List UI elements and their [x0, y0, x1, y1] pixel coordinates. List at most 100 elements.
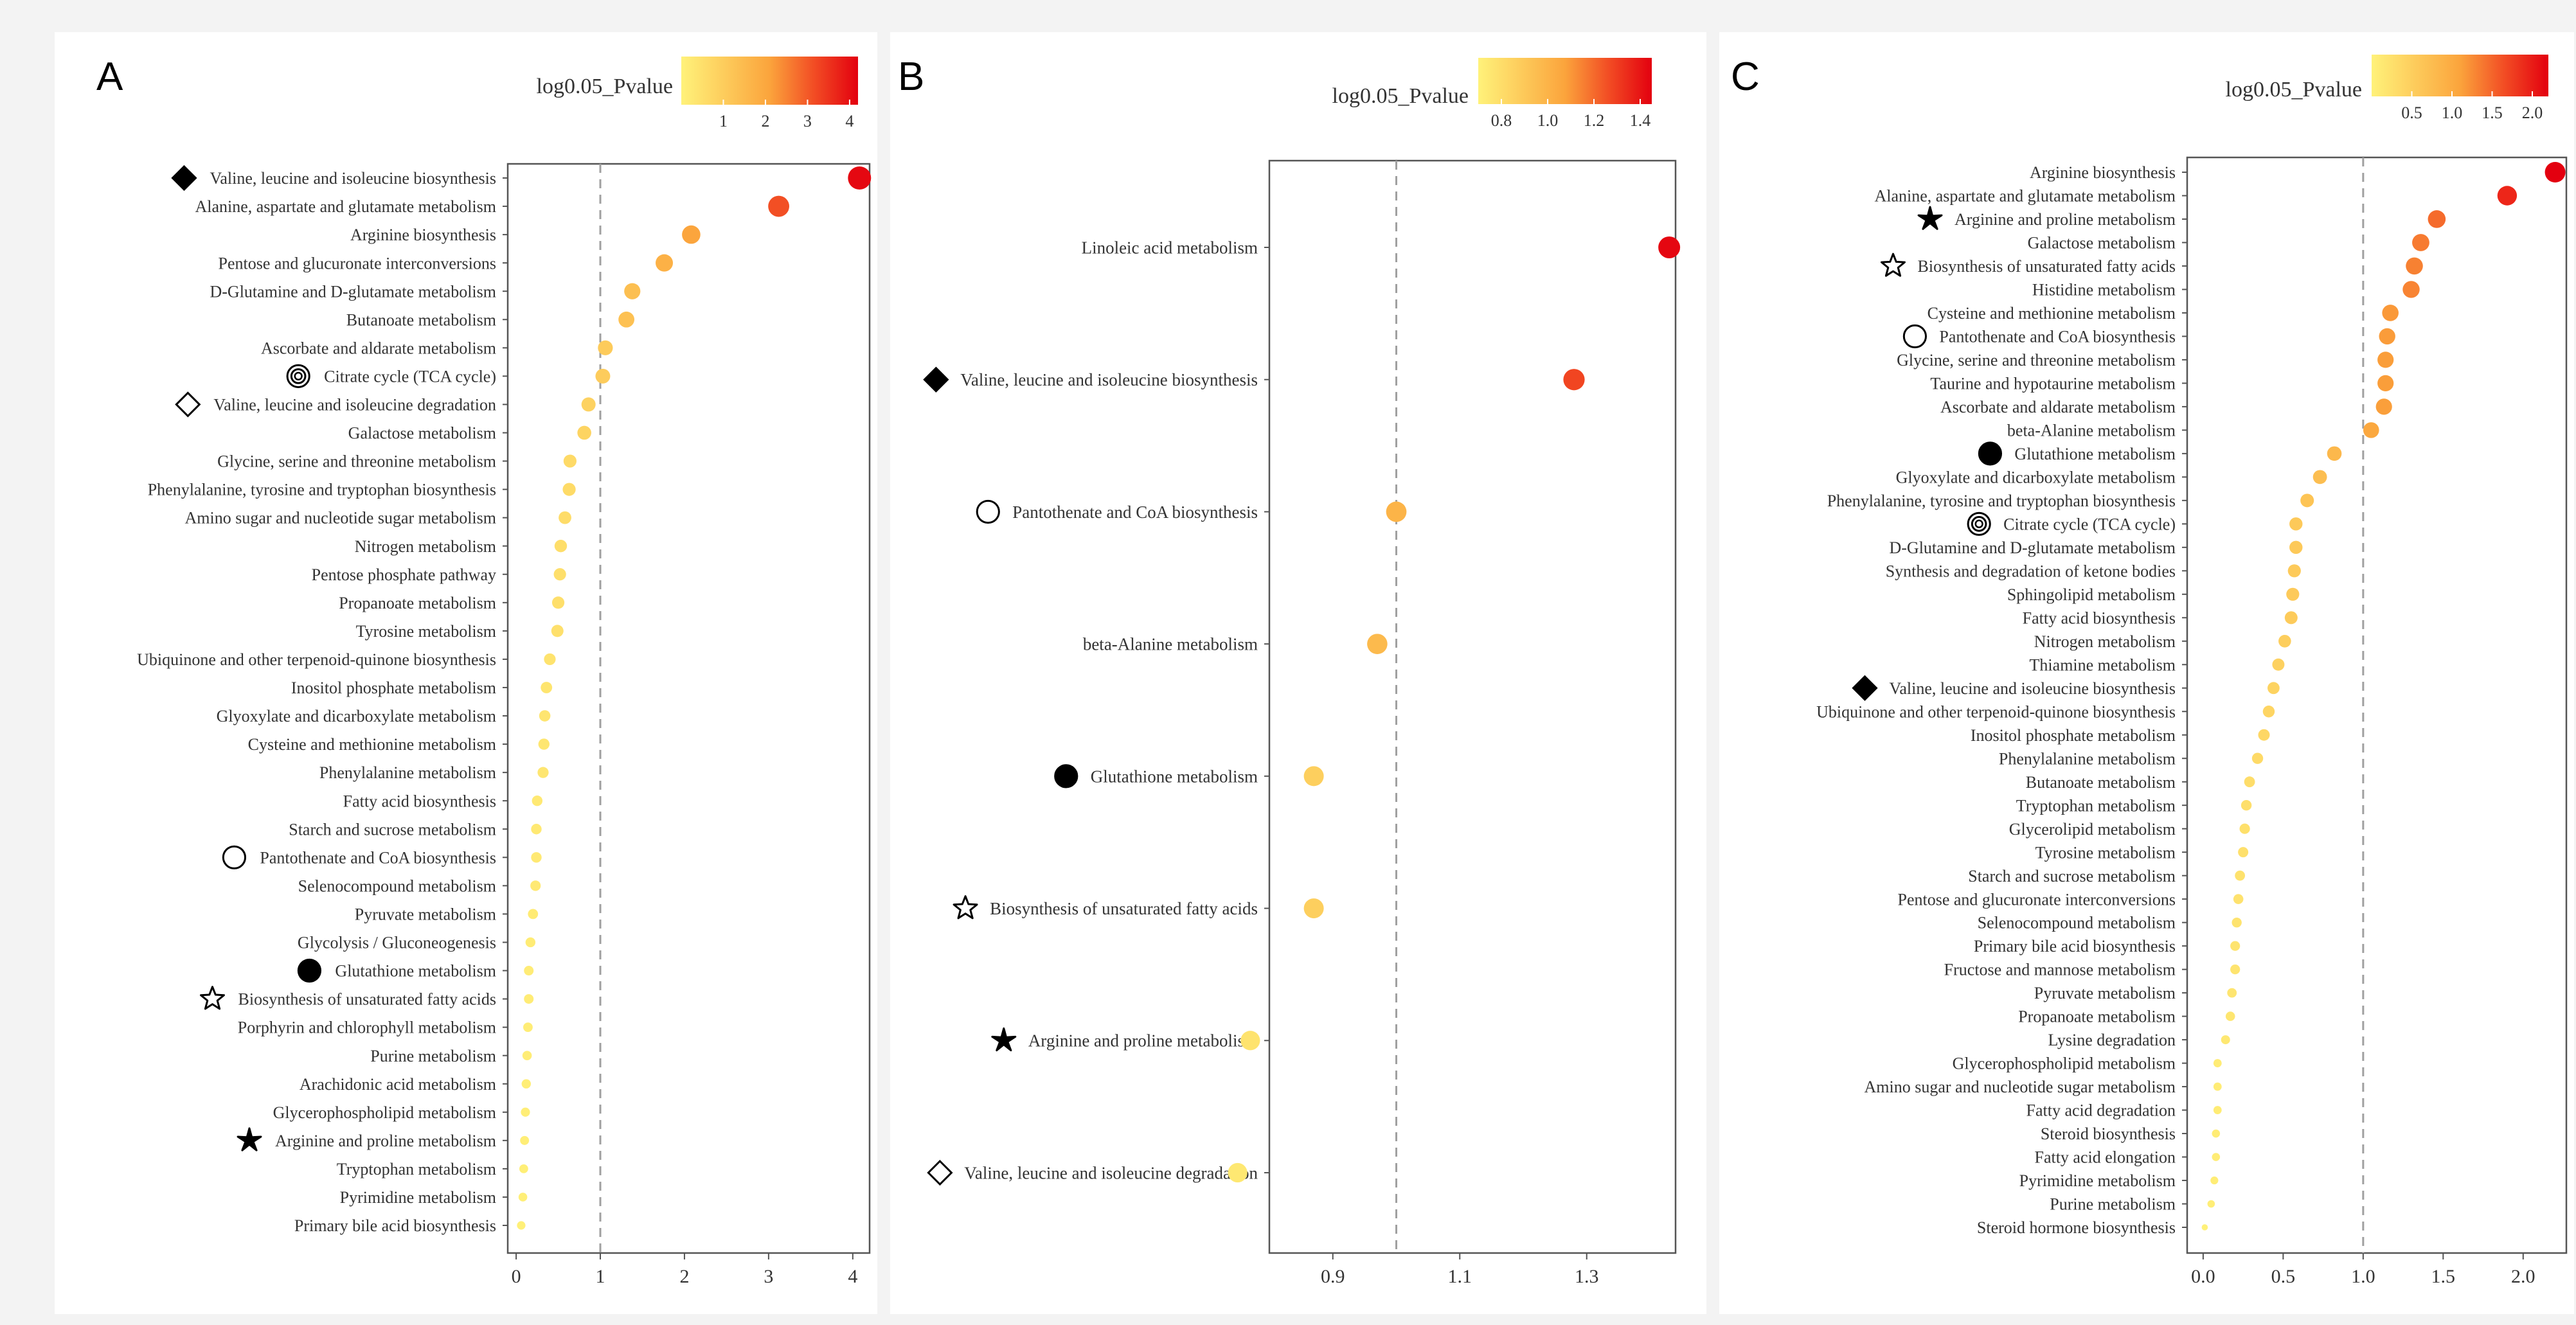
legend-tick-label: 1	[719, 112, 728, 130]
point-fructose-and-mannose-metabolism	[2230, 965, 2241, 975]
panel-label: A	[96, 55, 123, 99]
pathway-label-pyrimidine-metabolism: Pyrimidine metabolism	[340, 1188, 496, 1207]
point-citrate-cycle-tca-cycle	[2289, 517, 2303, 531]
point-arginine-and-proline-metabolism	[2428, 210, 2446, 228]
pathway-label-pyrimidine-metabolism: Pyrimidine metabolism	[2019, 1171, 2176, 1190]
point-galactose-metabolism	[2412, 234, 2429, 251]
point-glyoxylate-and-dicarboxylate-metabolism	[2312, 470, 2327, 485]
point-phenylalanine-tyrosine-and-tryptophan-biosynthesis	[562, 483, 576, 496]
pathway-label-butanoate-metabolism: Butanoate metabolism	[346, 310, 496, 329]
pathway-label-glyoxylate-and-dicarboxylate-metabolism: Glyoxylate and dicarboxylate metabolism	[217, 707, 496, 725]
point-cysteine-and-methionine-metabolism	[2382, 305, 2399, 321]
marker-diamond-open-icon	[175, 391, 201, 418]
legend-tick-label: 1.0	[2442, 103, 2463, 122]
x-tick-label: 0.9	[1321, 1266, 1345, 1287]
marker-star-open-icon	[953, 895, 978, 920]
point-amino-sugar-and-nucleotide-sugar-metabolism	[559, 511, 571, 524]
pathway-label-selenocompound-metabolism: Selenocompound metabolism	[298, 876, 496, 895]
pathway-label-d-glutamine-and-d-glutamate-metabolism: D-Glutamine and D-glutamate metabolism	[1890, 538, 2176, 557]
point-pentose-and-glucuronate-interconversions	[656, 254, 674, 272]
pathway-label-glutathione-metabolism: Glutathione metabolism	[335, 962, 496, 981]
pathway-label-glyoxylate-and-dicarboxylate-metabolism: Glyoxylate and dicarboxylate metabolism	[1896, 468, 2176, 486]
pathway-label-taurine-and-hypotaurine-metabolism: Taurine and hypotaurine metabolism	[1930, 375, 2176, 393]
point-starch-and-sucrose-metabolism	[531, 824, 542, 835]
point-amino-sugar-and-nucleotide-sugar-metabolism	[2213, 1082, 2222, 1091]
pathway-label-purine-metabolism: Purine metabolism	[2050, 1195, 2176, 1214]
point-cysteine-and-methionine-metabolism	[538, 738, 550, 750]
point-arginine-and-proline-metabolism	[520, 1135, 530, 1145]
pathway-label-glycine-serine-and-threonine-metabolism: Glycine, serine and threonine metabolism	[1897, 351, 2176, 369]
point-tryptophan-metabolism	[519, 1164, 528, 1173]
point-glycerophospholipid-metabolism	[521, 1107, 530, 1117]
legend-tick-label: 2.0	[2522, 103, 2543, 122]
pathway-label-selenocompound-metabolism: Selenocompound metabolism	[1978, 914, 2176, 932]
pathway-label-tryptophan-metabolism: Tryptophan metabolism	[2016, 796, 2176, 815]
pathway-label-arginine-and-proline-metabolism: Arginine and proline metabolism	[1954, 210, 2176, 229]
pathway-label-propanoate-metabolism: Propanoate metabolism	[2018, 1008, 2176, 1026]
point-taurine-and-hypotaurine-metabolism	[2377, 375, 2394, 392]
point-pyrimidine-metabolism	[518, 1193, 528, 1202]
marker-diamond-filled-icon	[923, 366, 949, 393]
point-starch-and-sucrose-metabolism	[2235, 870, 2246, 881]
pathway-label-biosynthesis-of-unsaturated-fatty-acids: Biosynthesis of unsaturated fatty acids	[238, 990, 496, 1009]
point-tyrosine-metabolism	[2238, 847, 2249, 858]
point-linoleic-acid-metabolism	[1658, 236, 1681, 258]
pathway-label-cysteine-and-methionine-metabolism: Cysteine and methionine metabolism	[1928, 304, 2176, 323]
pathway-label-pentose-phosphate-pathway: Pentose phosphate pathway	[312, 565, 496, 584]
point-ascorbate-and-aldarate-metabolism	[2375, 398, 2392, 415]
pathway-label-starch-and-sucrose-metabolism: Starch and sucrose metabolism	[1968, 867, 2176, 885]
point-phenylalanine-tyrosine-and-tryptophan-biosynthesis	[2300, 494, 2314, 508]
legend-tick-label: 1.4	[1630, 111, 1651, 130]
point-inositol-phosphate-metabolism	[541, 682, 553, 693]
point-selenocompound-metabolism	[530, 880, 541, 891]
pathway-label-fatty-acid-elongation: Fatty acid elongation	[2034, 1148, 2176, 1167]
point-glutathione-metabolism	[524, 966, 534, 976]
pathway-label-purine-metabolism: Purine metabolism	[370, 1047, 496, 1065]
pathway-label-inositol-phosphate-metabolism: Inositol phosphate metabolism	[1971, 726, 2176, 745]
legend-title: log0.05_Pvalue	[2226, 78, 2362, 102]
pathway-label-tryptophan-metabolism: Tryptophan metabolism	[337, 1160, 496, 1178]
pathway-label-citrate-cycle-tca-cycle: Citrate cycle (TCA cycle)	[324, 367, 496, 386]
legend-tick-label: 1.5	[2482, 103, 2503, 122]
pathway-label-amino-sugar-and-nucleotide-sugar-metabolism: Amino sugar and nucleotide sugar metabol…	[1864, 1078, 2176, 1096]
pathway-label-inositol-phosphate-metabolism: Inositol phosphate metabolism	[291, 679, 496, 697]
pathway-label-ubiquinone-and-other-terpenoid-quinone-biosynthesis: Ubiquinone and other terpenoid-quinone b…	[137, 650, 496, 669]
pathway-label-phenylalanine-tyrosine-and-tryptophan-biosynthesis: Phenylalanine, tyrosine and tryptophan b…	[1827, 492, 2176, 510]
marker-circle-filled-icon	[1054, 764, 1078, 788]
point-glutathione-metabolism	[2327, 446, 2342, 461]
point-beta-alanine-metabolism	[2363, 422, 2379, 438]
point-glycolysis-gluconeogenesis	[525, 937, 536, 948]
pathway-label-pantothenate-and-coa-biosynthesis: Pantothenate and CoA biosynthesis	[260, 848, 496, 867]
marker-star-filled-icon	[237, 1127, 262, 1152]
point-butanoate-metabolism	[618, 311, 635, 328]
point-valine-leucine-and-isoleucine-degradation	[1228, 1162, 1248, 1183]
pathway-label-pantothenate-and-coa-biosynthesis: Pantothenate and CoA biosynthesis	[1012, 502, 1258, 522]
pathway-label-phenylalanine-metabolism: Phenylalanine metabolism	[1999, 749, 2176, 768]
point-glycerophospholipid-metabolism	[2213, 1059, 2222, 1067]
pathway-label-valine-leucine-and-isoleucine-biosynthesis: Valine, leucine and isoleucine biosynthe…	[210, 169, 496, 188]
pathway-label-histidine-metabolism: Histidine metabolism	[2032, 281, 2176, 299]
point-valine-leucine-and-isoleucine-biosynthesis	[1563, 369, 1585, 391]
point-ubiquinone-and-other-terpenoid-quinone-biosynthesis	[2262, 706, 2275, 718]
point-alanine-aspartate-and-glutamate-metabolism	[2497, 186, 2518, 206]
marker-diamond-filled-icon	[171, 165, 197, 191]
x-tick-label: 1	[596, 1266, 605, 1287]
point-thiamine-metabolism	[2272, 658, 2285, 671]
point-glycine-serine-and-threonine-metabolism	[563, 454, 577, 468]
pathway-label-lysine-degradation: Lysine degradation	[2048, 1031, 2176, 1049]
point-tryptophan-metabolism	[2241, 800, 2252, 811]
pathway-label-glycerolipid-metabolism: Glycerolipid metabolism	[2009, 820, 2176, 839]
pathway-label-galactose-metabolism: Galactose metabolism	[348, 424, 496, 443]
point-arginine-and-proline-metabolism	[1240, 1031, 1260, 1051]
x-tick-label: 4	[848, 1266, 857, 1287]
pathway-label-glycerophospholipid-metabolism: Glycerophospholipid metabolism	[273, 1103, 496, 1122]
marker-circle-open-icon	[222, 845, 247, 869]
marker-star-filled-icon	[1917, 206, 1943, 230]
legend-gradient-bar	[2372, 55, 2548, 96]
pathway-label-phenylalanine-tyrosine-and-tryptophan-biosynthesis: Phenylalanine, tyrosine and tryptophan b…	[148, 481, 496, 499]
pathway-label-pentose-and-glucuronate-interconversions: Pentose and glucuronate interconversions	[1898, 890, 2176, 909]
point-pentose-and-glucuronate-interconversions	[2233, 894, 2244, 904]
